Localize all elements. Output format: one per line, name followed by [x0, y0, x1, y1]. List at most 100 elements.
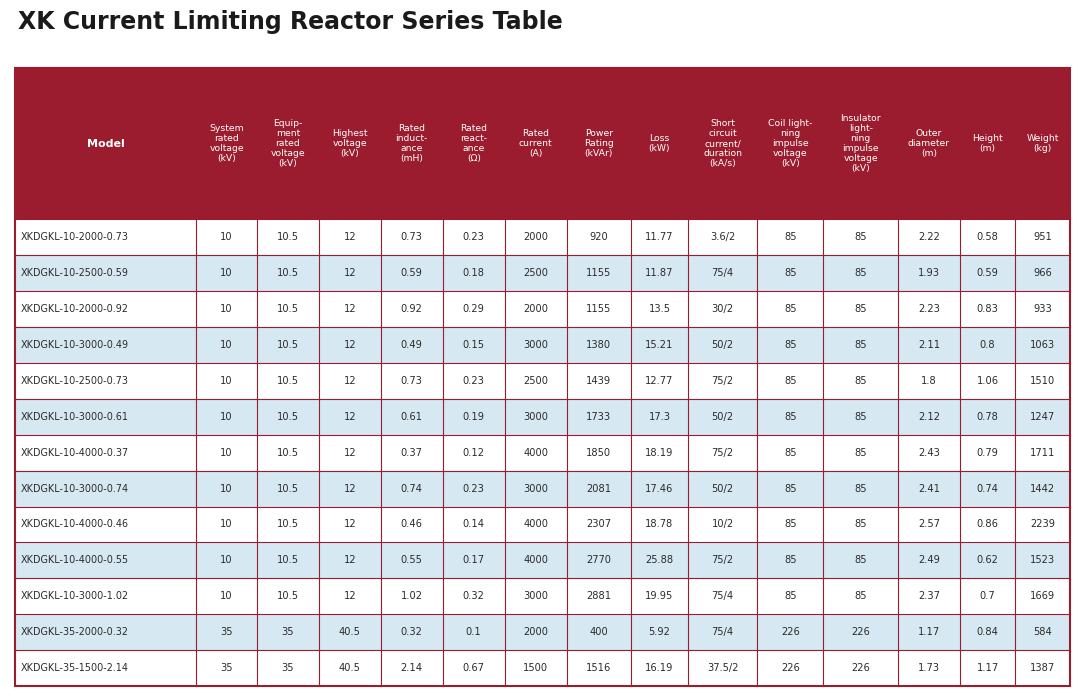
- Text: 0.79: 0.79: [976, 448, 998, 458]
- Text: 226: 226: [851, 663, 870, 673]
- Text: XKDGKL-10-4000-0.46: XKDGKL-10-4000-0.46: [21, 519, 129, 530]
- Text: Equip-
ment
rated
voltage
(kV): Equip- ment rated voltage (kV): [271, 119, 306, 168]
- Text: 10: 10: [220, 304, 233, 314]
- Text: 50/2: 50/2: [712, 340, 733, 350]
- Text: 12: 12: [343, 412, 356, 422]
- Text: XK Current Limiting Reactor Series Table: XK Current Limiting Reactor Series Table: [18, 10, 563, 34]
- Text: 933: 933: [1034, 304, 1052, 314]
- Text: 1516: 1516: [586, 663, 611, 673]
- Text: 2.37: 2.37: [918, 592, 940, 601]
- Text: Coil light-
ning
impulse
voltage
(kV): Coil light- ning impulse voltage (kV): [768, 119, 812, 168]
- Bar: [15, 327, 1070, 363]
- Text: 2.12: 2.12: [918, 412, 940, 422]
- Text: System
rated
voltage
(kV): System rated voltage (kV): [210, 124, 244, 164]
- Text: 19.95: 19.95: [646, 592, 674, 601]
- Text: 10.5: 10.5: [276, 376, 299, 386]
- Text: 0.23: 0.23: [462, 484, 485, 493]
- Text: 85: 85: [854, 484, 867, 493]
- Text: 11.87: 11.87: [645, 268, 674, 278]
- Text: 10.5: 10.5: [276, 340, 299, 350]
- Text: 37.5/2: 37.5/2: [706, 663, 739, 673]
- Text: 85: 85: [854, 376, 867, 386]
- Bar: [15, 363, 1070, 399]
- Text: 0.61: 0.61: [401, 412, 422, 422]
- Text: 35: 35: [282, 627, 294, 637]
- Text: 12: 12: [343, 592, 356, 601]
- Bar: [15, 435, 1070, 470]
- Text: 2.43: 2.43: [918, 448, 940, 458]
- Text: 951: 951: [1034, 232, 1052, 242]
- Text: 1510: 1510: [1030, 376, 1055, 386]
- Bar: [15, 507, 1070, 542]
- Text: 5.92: 5.92: [648, 627, 671, 637]
- Text: 1500: 1500: [523, 663, 549, 673]
- Text: 1247: 1247: [1030, 412, 1055, 422]
- Text: 0.73: 0.73: [401, 376, 422, 386]
- Bar: [15, 291, 1070, 327]
- Bar: [15, 650, 1070, 686]
- Text: 0.14: 0.14: [462, 519, 485, 530]
- Text: 0.58: 0.58: [976, 232, 998, 242]
- Text: Rated
react-
ance
(Ω): Rated react- ance (Ω): [460, 124, 487, 164]
- Text: 0.59: 0.59: [976, 268, 998, 278]
- Text: 0.84: 0.84: [976, 627, 998, 637]
- Text: 10.5: 10.5: [276, 519, 299, 530]
- Text: 85: 85: [854, 519, 867, 530]
- Text: 226: 226: [851, 627, 870, 637]
- Text: 2239: 2239: [1030, 519, 1055, 530]
- Text: 0.59: 0.59: [401, 268, 422, 278]
- Text: 35: 35: [282, 663, 294, 673]
- Text: 10: 10: [220, 376, 233, 386]
- Text: Highest
voltage
(kV): Highest voltage (kV): [332, 129, 367, 158]
- Text: 12: 12: [343, 304, 356, 314]
- Text: 1669: 1669: [1030, 592, 1055, 601]
- Text: 1155: 1155: [586, 268, 611, 278]
- Text: 0.23: 0.23: [462, 232, 485, 242]
- Text: 1523: 1523: [1030, 555, 1055, 565]
- Text: 584: 584: [1034, 627, 1052, 637]
- Text: 12: 12: [343, 268, 356, 278]
- Text: 3000: 3000: [523, 592, 549, 601]
- Text: 1.02: 1.02: [401, 592, 422, 601]
- Text: XKDGKL-10-3000-0.74: XKDGKL-10-3000-0.74: [21, 484, 130, 493]
- Text: 10: 10: [220, 519, 233, 530]
- Bar: [15, 614, 1070, 650]
- Text: 0.74: 0.74: [976, 484, 998, 493]
- Text: 0.62: 0.62: [976, 555, 998, 565]
- Text: 10.5: 10.5: [276, 304, 299, 314]
- Text: 2.11: 2.11: [918, 340, 940, 350]
- Text: 85: 85: [784, 555, 796, 565]
- Text: XKDGKL-10-2000-0.92: XKDGKL-10-2000-0.92: [21, 304, 129, 314]
- Text: 10: 10: [220, 232, 233, 242]
- Text: 18.19: 18.19: [645, 448, 674, 458]
- Text: 2.49: 2.49: [918, 555, 940, 565]
- Text: 10.5: 10.5: [276, 592, 299, 601]
- Text: 17.3: 17.3: [648, 412, 671, 422]
- Text: 11.77: 11.77: [645, 232, 674, 242]
- Text: 0.19: 0.19: [462, 412, 485, 422]
- Text: 40.5: 40.5: [339, 663, 361, 673]
- Text: 1380: 1380: [586, 340, 611, 350]
- Text: 12: 12: [343, 376, 356, 386]
- Text: 1442: 1442: [1030, 484, 1055, 493]
- Text: Height
(m): Height (m): [972, 134, 1002, 153]
- Text: 10: 10: [220, 268, 233, 278]
- Text: 10.5: 10.5: [276, 555, 299, 565]
- Text: 35: 35: [220, 627, 233, 637]
- Text: 50/2: 50/2: [712, 484, 733, 493]
- Text: 1387: 1387: [1030, 663, 1055, 673]
- Text: 2000: 2000: [523, 304, 549, 314]
- Text: 35: 35: [220, 663, 233, 673]
- Text: 85: 85: [854, 592, 867, 601]
- Text: 85: 85: [854, 268, 867, 278]
- Text: 85: 85: [854, 555, 867, 565]
- Text: 0.49: 0.49: [401, 340, 422, 350]
- Text: 75/4: 75/4: [712, 592, 733, 601]
- Text: 0.18: 0.18: [462, 268, 485, 278]
- Text: 2.22: 2.22: [918, 232, 940, 242]
- Text: 85: 85: [784, 484, 796, 493]
- Text: 4000: 4000: [523, 448, 549, 458]
- Bar: [15, 578, 1070, 614]
- Text: 1155: 1155: [586, 304, 611, 314]
- Text: 0.29: 0.29: [462, 304, 485, 314]
